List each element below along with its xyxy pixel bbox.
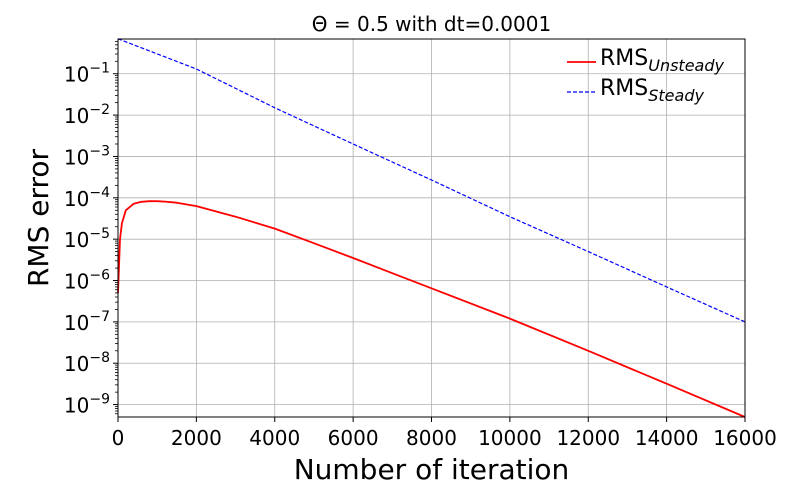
x-tick-label: 6000 bbox=[328, 426, 379, 450]
series-line-unsteady bbox=[117, 200, 746, 418]
legend-label-unsteady: RMSUnsteady bbox=[600, 46, 725, 75]
x-tick-label: 16000 bbox=[713, 426, 777, 450]
legend-label-steady: RMSSteady bbox=[600, 76, 704, 105]
y-tick-label: 10−5 bbox=[64, 226, 110, 252]
x-tick-label: 12000 bbox=[556, 426, 620, 450]
x-axis-label: Number of iteration bbox=[294, 453, 570, 486]
x-tick-label: 4000 bbox=[249, 426, 300, 450]
series-group bbox=[117, 38, 746, 418]
x-tick-label: 0 bbox=[112, 426, 125, 450]
y-tick-label: 10−1 bbox=[64, 61, 110, 87]
y-tick-label: 10−4 bbox=[64, 185, 110, 211]
y-tick-label: 10−7 bbox=[64, 309, 110, 335]
y-axis-label: RMS error bbox=[22, 148, 55, 287]
x-tick-label: 2000 bbox=[171, 426, 222, 450]
chart-title: Θ = 0.5 with dt=0.0001 bbox=[312, 12, 551, 36]
y-tick-label: 10−6 bbox=[64, 268, 110, 294]
x-tick-label: 8000 bbox=[406, 426, 457, 450]
ticks: 0 2000 4000 6000 8000 10000 12000 14000 16000 10−… bbox=[64, 41, 777, 450]
y-tick-label: 10−8 bbox=[64, 350, 110, 376]
y-tick-label: 10−3 bbox=[64, 143, 110, 169]
y-tick-label: 10−9 bbox=[64, 392, 110, 418]
x-tick-label: 14000 bbox=[635, 426, 699, 450]
series-line-steady bbox=[117, 38, 746, 323]
y-tick-label: 10−2 bbox=[64, 102, 110, 128]
x-tick-label: 10000 bbox=[478, 426, 542, 450]
